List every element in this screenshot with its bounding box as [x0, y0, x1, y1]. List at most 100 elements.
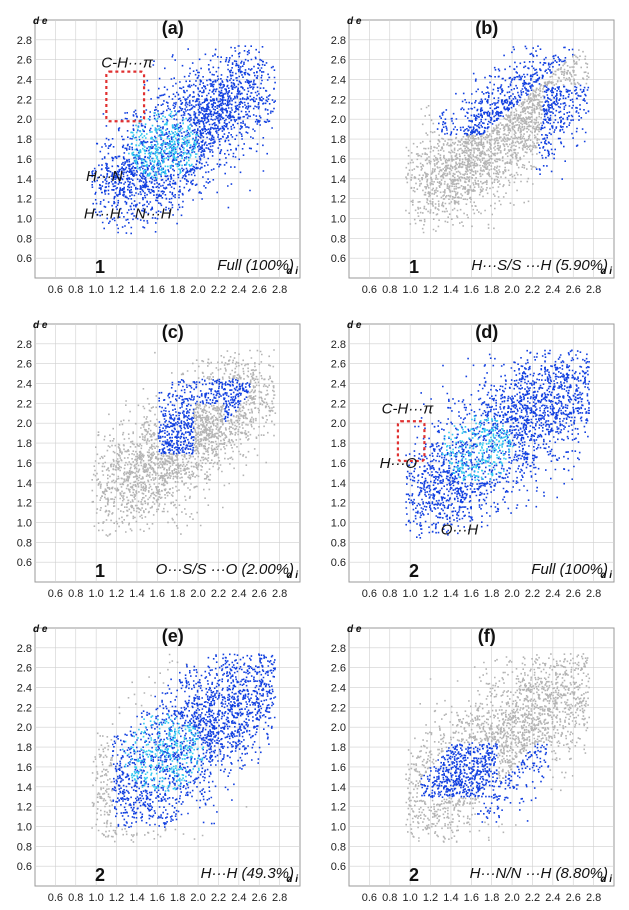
dense-core-points [128, 110, 199, 180]
plot-frame [34, 323, 301, 583]
x-tick-label: 1.6 [150, 588, 165, 600]
x-tick-label: 2.8 [586, 284, 601, 296]
scatter-points [405, 45, 590, 234]
x-tick-label: 0.6 [48, 284, 63, 296]
x-tick-label: 1.6 [464, 588, 479, 600]
x-tick-label: 1.8 [170, 588, 185, 600]
contact-percentage-caption: H···N/N ···H (8.80%) [470, 865, 608, 882]
x-tick-label: 1.8 [170, 284, 185, 296]
plot-frame [348, 627, 615, 887]
x-tick-label: 0.6 [48, 588, 63, 600]
highlighted-points [91, 45, 276, 235]
y-tick-label: 1.6 [17, 458, 32, 470]
contact-annotation: H···O [380, 455, 418, 472]
contact-annotation: C-H···π [382, 400, 435, 417]
y-tick-label: 1.4 [17, 174, 32, 186]
x-tick-label: 0.8 [382, 892, 397, 904]
y-axis-label: d e [347, 624, 362, 635]
y-tick-label: 0.6 [331, 861, 346, 873]
y-tick-label: 0.8 [331, 537, 346, 549]
y-tick-label: 1.8 [331, 742, 346, 754]
background-points [405, 653, 591, 843]
x-tick-label: 1.6 [464, 284, 479, 296]
dashed-highlight-box [396, 420, 426, 463]
y-axis-label: d e [33, 16, 48, 27]
y-tick-label: 1.8 [17, 134, 32, 146]
x-tick-label: 1.2 [109, 284, 124, 296]
dense-core-points [122, 714, 205, 792]
compound-number: 2 [409, 561, 419, 581]
y-tick-label: 2.0 [331, 114, 346, 126]
scatter-points [405, 653, 591, 843]
y-tick-label: 1.4 [17, 782, 32, 794]
x-tick-label: 1.4 [129, 588, 144, 600]
x-tick-label: 0.6 [362, 588, 377, 600]
y-tick-label: 2.6 [17, 55, 32, 67]
x-tick-label: 1.8 [170, 892, 185, 904]
panel-d: 2.8 2.6 2.4 2.2 2.0 1.8 1.6 1.4 1.2 1.0 0.8 0.6 0.6 0… [331, 320, 615, 600]
y-tick-label: 1.0 [331, 213, 346, 225]
y-tick-label: 2.8 [331, 35, 346, 47]
y-tick-label: 2.2 [331, 398, 346, 410]
y-tick-label: 1.2 [17, 802, 32, 814]
panel-a: 2.8 2.6 2.4 2.2 2.0 1.8 1.6 1.4 1.2 1.0 0.8 0.6 0.6 0… [17, 16, 301, 296]
x-tick-label: 1.2 [423, 892, 438, 904]
x-tick-label: 0.8 [68, 588, 83, 600]
y-tick-label: 2.6 [331, 359, 346, 371]
y-axis-label: d e [347, 320, 362, 331]
y-tick-label: 1.6 [331, 762, 346, 774]
x-tick-label: 2.0 [504, 588, 519, 600]
x-tick-label: 2.8 [272, 284, 287, 296]
x-tick-label: 1.0 [89, 892, 104, 904]
plot-frame [348, 19, 615, 279]
contact-annotation: C-H···π [101, 55, 154, 72]
x-axis-label: d i [600, 570, 612, 581]
x-tick-label: 2.4 [231, 892, 246, 904]
highlighted-points [157, 378, 251, 455]
x-tick-label: 0.8 [68, 892, 83, 904]
panel-c: 2.8 2.6 2.4 2.2 2.0 1.8 1.6 1.4 1.2 1.0 0.8 0.6 0.6 0… [17, 320, 301, 600]
x-tick-label: 1.2 [423, 284, 438, 296]
x-tick-label: 2.4 [545, 892, 560, 904]
scatter-points [405, 349, 591, 539]
y-tick-label: 2.2 [331, 94, 346, 106]
panel-e: 2.8 2.6 2.4 2.2 2.0 1.8 1.6 1.4 1.2 1.0 0.8 0.6 0.6 0… [17, 624, 301, 904]
x-tick-label: 2.0 [504, 892, 519, 904]
y-tick-label: 2.4 [17, 379, 32, 391]
x-tick-label: 2.0 [190, 588, 205, 600]
y-tick-label: 1.4 [331, 782, 346, 794]
x-tick-label: 1.2 [109, 588, 124, 600]
x-tick-label: 1.8 [484, 892, 499, 904]
y-tick-label: 2.2 [17, 94, 32, 106]
scatter-points [91, 45, 276, 235]
y-tick-label: 1.0 [17, 517, 32, 529]
x-tick-label: 1.0 [89, 284, 104, 296]
compound-number: 1 [95, 561, 105, 581]
x-tick-label: 0.6 [362, 284, 377, 296]
x-tick-label: 1.4 [129, 892, 144, 904]
panel-label: (d) [475, 322, 498, 342]
x-tick-label: 1.0 [403, 588, 418, 600]
y-tick-label: 0.6 [331, 253, 346, 265]
x-tick-label: 2.2 [211, 892, 226, 904]
x-tick-label: 2.6 [566, 588, 581, 600]
y-tick-label: 2.8 [17, 35, 32, 47]
y-tick-label: 1.2 [17, 498, 32, 510]
x-tick-label: 1.0 [403, 892, 418, 904]
x-tick-label: 2.2 [211, 284, 226, 296]
x-tick-label: 1.6 [464, 892, 479, 904]
y-tick-label: 0.6 [331, 557, 346, 569]
contact-annotation: O···H [441, 521, 479, 538]
highlighted-points [420, 742, 550, 823]
x-tick-label: 1.4 [443, 588, 458, 600]
y-tick-label: 2.0 [17, 114, 32, 126]
y-tick-label: 2.4 [331, 379, 346, 391]
contact-percentage-caption: H···S/S ···H (5.90%) [471, 257, 608, 274]
y-tick-label: 2.8 [17, 339, 32, 351]
x-tick-label: 2.4 [545, 588, 560, 600]
x-tick-label: 2.6 [566, 892, 581, 904]
contact-annotation: H···N [86, 168, 123, 185]
y-tick-label: 2.6 [331, 55, 346, 67]
y-tick-label: 1.6 [17, 762, 32, 774]
y-tick-label: 1.8 [17, 742, 32, 754]
